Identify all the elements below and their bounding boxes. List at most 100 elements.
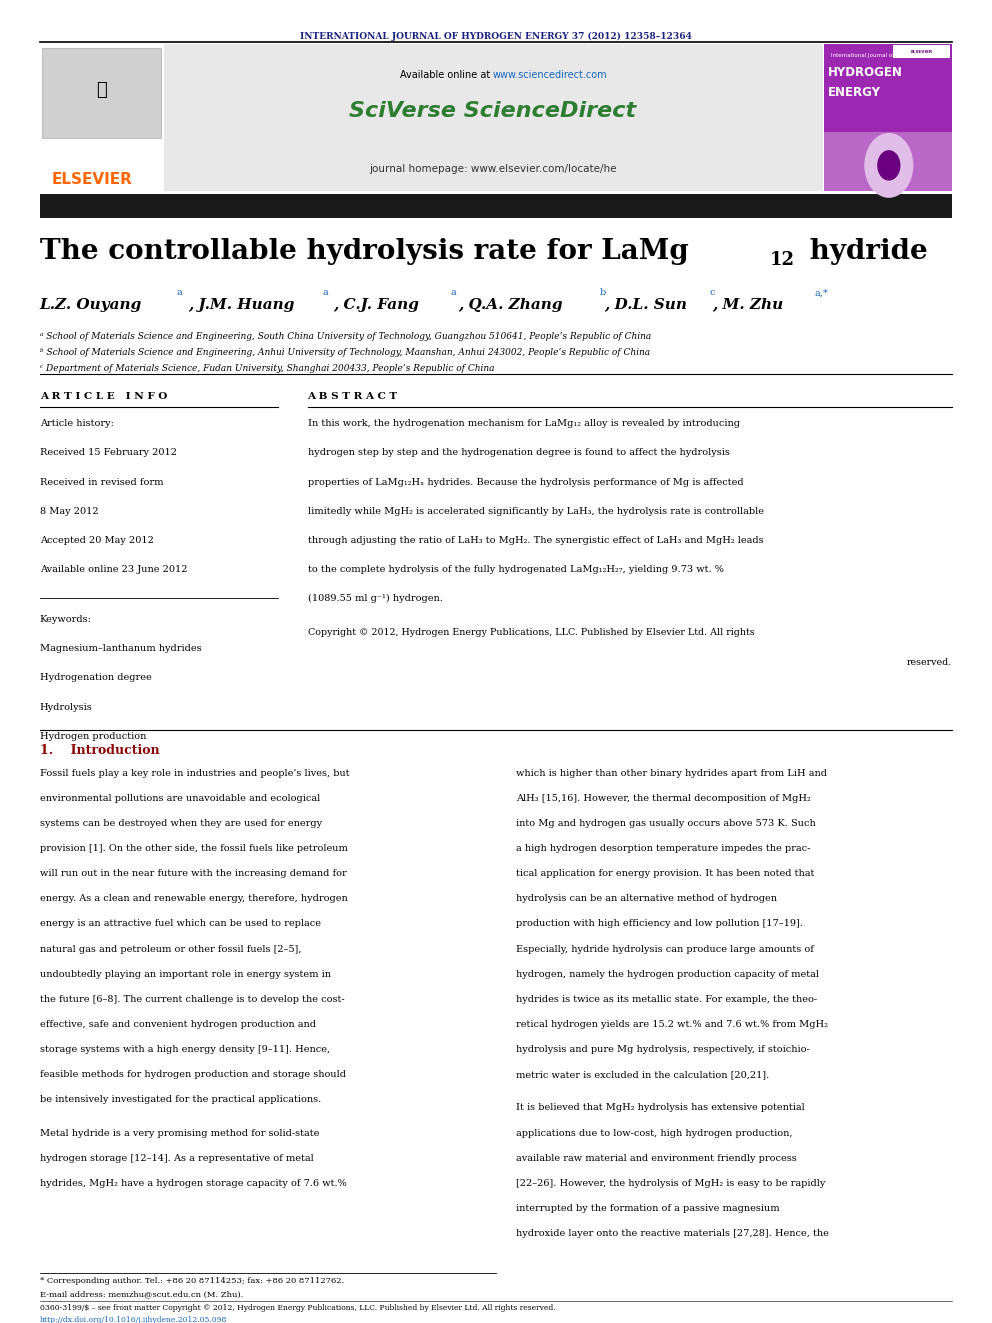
Text: hydrogen step by step and the hydrogenation degree is found to affect the hydrol: hydrogen step by step and the hydrogenat… <box>308 448 729 458</box>
Text: , C.J. Fang: , C.J. Fang <box>333 298 420 312</box>
Text: limitedly while MgH₂ is accelerated significantly by LaH₃, the hydrolysis rate i: limitedly while MgH₂ is accelerated sign… <box>308 507 764 516</box>
Text: ELSEVIER: ELSEVIER <box>911 49 932 54</box>
Text: natural gas and petroleum or other fossil fuels [2–5],: natural gas and petroleum or other fossi… <box>40 945 302 954</box>
Text: Available online 23 June 2012: Available online 23 June 2012 <box>40 565 187 574</box>
Text: ᵇ School of Materials Science and Engineering, Anhui University of Technology, M: ᵇ School of Materials Science and Engine… <box>40 348 650 357</box>
Text: hydrides is twice as its metallic state. For example, the theo-: hydrides is twice as its metallic state.… <box>516 995 817 1004</box>
Text: , D.L. Sun: , D.L. Sun <box>604 298 687 312</box>
Text: hydrogen storage [12–14]. As a representative of metal: hydrogen storage [12–14]. As a represent… <box>40 1154 313 1163</box>
Bar <box>40 194 952 218</box>
Bar <box>40 44 164 191</box>
Circle shape <box>865 134 913 197</box>
Text: http://dx.doi.org/10.1016/j.ijhydene.2012.05.098: http://dx.doi.org/10.1016/j.ijhydene.201… <box>40 1316 227 1323</box>
Text: ᶜ Department of Materials Science, Fudan University, Shanghai 200433, People’s R: ᶜ Department of Materials Science, Fudan… <box>40 364 494 373</box>
Text: L.Z. Ouyang: L.Z. Ouyang <box>40 298 142 312</box>
Text: effective, safe and convenient hydrogen production and: effective, safe and convenient hydrogen … <box>40 1020 315 1029</box>
Text: a: a <box>177 288 183 298</box>
Text: storage systems with a high energy density [9–11]. Hence,: storage systems with a high energy densi… <box>40 1045 329 1054</box>
Bar <box>42 48 161 138</box>
Text: Available online at: Available online at <box>400 70 493 81</box>
Bar <box>824 44 952 191</box>
Text: undoubtedly playing an important role in energy system in: undoubtedly playing an important role in… <box>40 970 330 979</box>
Text: properties of LaMg₁₂Hₓ hydrides. Because the hydrolysis performance of Mg is aff: properties of LaMg₁₂Hₓ hydrides. Because… <box>308 478 743 487</box>
Text: applications due to low-cost, high hydrogen production,: applications due to low-cost, high hydro… <box>516 1129 793 1138</box>
Bar <box>893 45 950 58</box>
Text: hydrolysis can be an alternative method of hydrogen: hydrolysis can be an alternative method … <box>516 894 777 904</box>
Text: * Corresponding author. Tel.: +86 20 87114253; fax: +86 20 87112762.: * Corresponding author. Tel.: +86 20 871… <box>40 1277 344 1285</box>
Text: www.sciencedirect.com: www.sciencedirect.com <box>493 70 608 81</box>
Text: Hydrolysis: Hydrolysis <box>40 703 92 712</box>
Text: [22–26]. However, the hydrolysis of MgH₂ is easy to be rapidly: [22–26]. However, the hydrolysis of MgH₂… <box>516 1179 825 1188</box>
Text: a high hydrogen desorption temperature impedes the prac-: a high hydrogen desorption temperature i… <box>516 844 810 853</box>
Bar <box>824 132 952 191</box>
Text: b: b <box>600 288 606 298</box>
Text: tical application for energy provision. It has been noted that: tical application for energy provision. … <box>516 869 814 878</box>
Text: Article history:: Article history: <box>40 419 113 429</box>
Text: Magnesium–lanthanum hydrides: Magnesium–lanthanum hydrides <box>40 644 201 654</box>
Text: 1.    Introduction: 1. Introduction <box>40 744 160 757</box>
Text: a: a <box>322 288 328 298</box>
Text: Copyright © 2012, Hydrogen Energy Publications, LLC. Published by Elsevier Ltd. : Copyright © 2012, Hydrogen Energy Public… <box>308 628 754 638</box>
Text: interrupted by the formation of a passive magnesium: interrupted by the formation of a passiv… <box>516 1204 780 1213</box>
Text: hydrides, MgH₂ have a hydrogen storage capacity of 7.6 wt.%: hydrides, MgH₂ have a hydrogen storage c… <box>40 1179 346 1188</box>
Text: Accepted 20 May 2012: Accepted 20 May 2012 <box>40 536 154 545</box>
Text: be intensively investigated for the practical applications.: be intensively investigated for the prac… <box>40 1095 321 1105</box>
Text: SciVerse ScienceDirect: SciVerse ScienceDirect <box>349 101 637 120</box>
Text: to the complete hydrolysis of the fully hydrogenated LaMg₁₂H₂₇, yielding 9.73 wt: to the complete hydrolysis of the fully … <box>308 565 723 574</box>
Text: Especially, hydride hydrolysis can produce large amounts of: Especially, hydride hydrolysis can produ… <box>516 945 813 954</box>
Text: (1089.55 ml g⁻¹) hydrogen.: (1089.55 ml g⁻¹) hydrogen. <box>308 594 442 603</box>
Text: A R T I C L E   I N F O: A R T I C L E I N F O <box>40 392 167 401</box>
Text: The controllable hydrolysis rate for LaMg: The controllable hydrolysis rate for LaM… <box>40 238 688 265</box>
Text: International Journal of: International Journal of <box>831 53 895 58</box>
Bar <box>164 44 823 191</box>
Text: systems can be destroyed when they are used for energy: systems can be destroyed when they are u… <box>40 819 321 828</box>
Text: available raw material and environment friendly process: available raw material and environment f… <box>516 1154 797 1163</box>
Text: energy is an attractive fuel which can be used to replace: energy is an attractive fuel which can b… <box>40 919 320 929</box>
Text: Hydrogenation degree: Hydrogenation degree <box>40 673 152 683</box>
Text: feasible methods for hydrogen production and storage should: feasible methods for hydrogen production… <box>40 1070 345 1080</box>
Text: a,*: a,* <box>814 288 828 298</box>
Text: into Mg and hydrogen gas usually occurs above 573 K. Such: into Mg and hydrogen gas usually occurs … <box>516 819 815 828</box>
Text: environmental pollutions are unavoidable and ecological: environmental pollutions are unavoidable… <box>40 794 320 803</box>
Text: In this work, the hydrogenation mechanism for LaMg₁₂ alloy is revealed by introd: In this work, the hydrogenation mechanis… <box>308 419 739 429</box>
Text: which is higher than other binary hydrides apart from LiH and: which is higher than other binary hydrid… <box>516 769 827 778</box>
Bar <box>824 44 952 132</box>
Text: E-mail address: memzhu@scut.edu.cn (M. Zhu).: E-mail address: memzhu@scut.edu.cn (M. Z… <box>40 1290 243 1298</box>
Text: It is believed that MgH₂ hydrolysis has extensive potential: It is believed that MgH₂ hydrolysis has … <box>516 1103 805 1113</box>
Text: 🌳: 🌳 <box>96 81 106 99</box>
Text: c: c <box>709 288 715 298</box>
Text: Received 15 February 2012: Received 15 February 2012 <box>40 448 177 458</box>
Text: ENERGY: ENERGY <box>828 86 881 99</box>
Text: , M. Zhu: , M. Zhu <box>712 298 784 312</box>
Text: hydrogen, namely the hydrogen production capacity of metal: hydrogen, namely the hydrogen production… <box>516 970 818 979</box>
Text: a: a <box>450 288 456 298</box>
Text: the future [6–8]. The current challenge is to develop the cost-: the future [6–8]. The current challenge … <box>40 995 344 1004</box>
Text: , Q.A. Zhang: , Q.A. Zhang <box>458 298 562 312</box>
Text: reserved.: reserved. <box>907 658 952 667</box>
Text: energy. As a clean and renewable energy, therefore, hydrogen: energy. As a clean and renewable energy,… <box>40 894 347 904</box>
Text: metric water is excluded in the calculation [20,21].: metric water is excluded in the calculat… <box>516 1070 769 1080</box>
Text: hydrolysis and pure Mg hydrolysis, respectively, if stoichio-: hydrolysis and pure Mg hydrolysis, respe… <box>516 1045 809 1054</box>
Text: Fossil fuels play a key role in industries and people’s lives, but: Fossil fuels play a key role in industri… <box>40 769 349 778</box>
Text: hydride: hydride <box>800 238 928 265</box>
Text: Metal hydride is a very promising method for solid-state: Metal hydride is a very promising method… <box>40 1129 319 1138</box>
Text: HYDROGEN: HYDROGEN <box>828 66 903 79</box>
Text: ELSEVIER: ELSEVIER <box>52 172 133 187</box>
Text: 0360-3199/$ – see front matter Copyright © 2012, Hydrogen Energy Publications, L: 0360-3199/$ – see front matter Copyright… <box>40 1304 556 1312</box>
Text: INTERNATIONAL JOURNAL OF HYDROGEN ENERGY 37 (2012) 12358–12364: INTERNATIONAL JOURNAL OF HYDROGEN ENERGY… <box>300 32 692 41</box>
Text: production with high efficiency and low pollution [17–19].: production with high efficiency and low … <box>516 919 803 929</box>
Text: A B S T R A C T: A B S T R A C T <box>308 392 398 401</box>
Text: AlH₃ [15,16]. However, the thermal decomposition of MgH₂: AlH₃ [15,16]. However, the thermal decom… <box>516 794 810 803</box>
Text: through adjusting the ratio of LaH₃ to MgH₂. The synergistic effect of LaH₃ and : through adjusting the ratio of LaH₃ to M… <box>308 536 763 545</box>
Text: Hydrogen production: Hydrogen production <box>40 732 146 741</box>
Text: Received in revised form: Received in revised form <box>40 478 163 487</box>
Text: ᵃ School of Materials Science and Engineering, South China University of Technol: ᵃ School of Materials Science and Engine… <box>40 332 651 341</box>
Text: hydroxide layer onto the reactive materials [27,28]. Hence, the: hydroxide layer onto the reactive materi… <box>516 1229 828 1238</box>
Text: provision [1]. On the other side, the fossil fuels like petroleum: provision [1]. On the other side, the fo… <box>40 844 347 853</box>
Text: will run out in the near future with the increasing demand for: will run out in the near future with the… <box>40 869 346 878</box>
Text: , J.M. Huang: , J.M. Huang <box>188 298 295 312</box>
Text: journal homepage: www.elsevier.com/locate/he: journal homepage: www.elsevier.com/locat… <box>369 164 617 175</box>
Text: 8 May 2012: 8 May 2012 <box>40 507 98 516</box>
Text: 12: 12 <box>770 251 795 270</box>
Circle shape <box>878 151 900 180</box>
